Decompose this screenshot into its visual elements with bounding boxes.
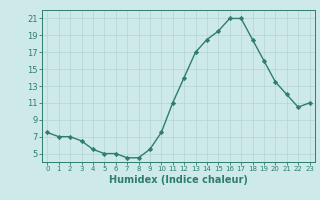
X-axis label: Humidex (Indice chaleur): Humidex (Indice chaleur) [109, 175, 248, 185]
